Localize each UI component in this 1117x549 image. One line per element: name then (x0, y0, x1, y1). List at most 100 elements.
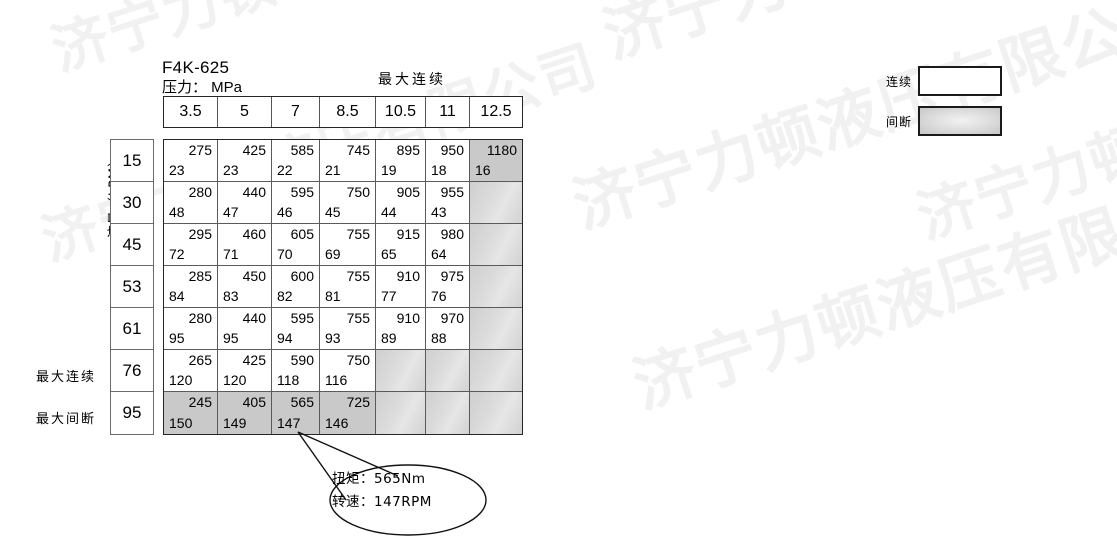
cell-torque-value: 915 (396, 226, 420, 242)
cell-speed-value: 64 (431, 246, 447, 262)
cell-torque-value: 955 (440, 184, 464, 200)
cell-torque-value: 600 (290, 268, 314, 284)
cell-torque-value: 1180 (486, 142, 517, 158)
cell-torque-value: 970 (440, 310, 464, 326)
cell-speed-value: 19 (381, 162, 397, 178)
cell-torque-value: 450 (242, 268, 266, 284)
table-row: 285 84 450 83 600 82 755 81 910 77 975 76 (164, 266, 522, 308)
cell-speed-value: 22 (277, 162, 293, 178)
cell-torque-value: 750 (346, 184, 370, 200)
data-cell: 440 47 (218, 182, 272, 224)
table-row: 265 120 425 120 590 118 750 116 (164, 350, 522, 392)
data-cell: 970 88 (426, 308, 470, 350)
data-cell (376, 392, 426, 434)
cell-torque-value: 285 (188, 268, 212, 284)
cell-speed-value: 23 (223, 162, 239, 178)
cell-speed-value: 23 (169, 162, 185, 178)
cell-speed-value: 45 (325, 204, 341, 220)
data-cell: 950 18 (426, 140, 470, 182)
cell-speed-value: 84 (169, 288, 185, 304)
cell-torque-value: 910 (396, 310, 420, 326)
cell-speed-value: 77 (381, 288, 397, 304)
legend-item-label: 连续 (886, 74, 913, 89)
cell-speed-value: 46 (277, 204, 293, 220)
cell-torque-value: 275 (188, 142, 212, 158)
table-row: 275 23 425 23 585 22 745 21 895 19 950 18 1180 16 (164, 140, 522, 182)
callout-torque-line: 扭矩：565Nm (332, 471, 426, 487)
legend-item: 连续 (886, 66, 1002, 96)
cell-torque-value: 910 (396, 268, 420, 284)
data-cell: 1180 16 (470, 140, 522, 182)
data-cell: 265 120 (164, 350, 218, 392)
cell-torque-value: 895 (396, 142, 420, 158)
cell-torque-value: 725 (346, 394, 370, 410)
pressure-header-cell: 3.5 (164, 97, 218, 127)
data-cell: 280 48 (164, 182, 218, 224)
cell-speed-value: 116 (325, 372, 348, 388)
cell-speed-value: 72 (169, 246, 185, 262)
model-name: F4K-625 (162, 58, 230, 77)
data-cell: 450 83 (218, 266, 272, 308)
cell-speed-value: 93 (325, 330, 341, 346)
flow-row-header-column: 15 30 45 53 61 76 95 (110, 139, 154, 435)
data-cell (470, 266, 522, 308)
torque-speed-data-grid: 275 23 425 23 585 22 745 21 895 19 950 18 1180 16 280 4… (163, 139, 523, 435)
data-cell: 915 65 (376, 224, 426, 266)
flow-row-header-cell: 53 (111, 266, 153, 308)
cell-torque-value: 265 (188, 352, 212, 368)
cell-speed-value: 149 (223, 415, 247, 431)
cell-torque-value: 980 (440, 226, 464, 242)
data-cell: 745 21 (320, 140, 376, 182)
data-cell: 460 71 (218, 224, 272, 266)
pressure-header-cell: 12.5 (470, 97, 522, 127)
data-cell (470, 350, 522, 392)
cell-torque-value: 295 (188, 226, 212, 242)
data-cell (470, 182, 522, 224)
data-cell (376, 350, 426, 392)
data-cell: 895 19 (376, 140, 426, 182)
cell-torque-value: 590 (290, 352, 314, 368)
cell-torque-value: 905 (396, 184, 420, 200)
cell-speed-value: 89 (381, 330, 397, 346)
max-continuous-column-marker: 最大连续 (378, 72, 446, 88)
cell-speed-value: 44 (381, 204, 397, 220)
cell-torque-value: 440 (242, 184, 266, 200)
flow-row-header-cell: 76 (111, 350, 153, 392)
cell-speed-value: 95 (223, 330, 239, 346)
flow-row-header-cell: 15 (111, 140, 153, 182)
flow-row-header-cell: 30 (111, 182, 153, 224)
data-cell: 590 118 (272, 350, 320, 392)
cell-speed-value: 81 (325, 288, 341, 304)
cell-torque-value: 565 (290, 394, 314, 410)
data-cell: 980 64 (426, 224, 470, 266)
data-cell: 405 149 (218, 392, 272, 434)
pressure-header-cell: 8.5 (320, 97, 376, 127)
cell-torque-value: 755 (346, 268, 370, 284)
legend-swatch-continuous (918, 66, 1002, 96)
legend: 连续 间断 (886, 66, 1002, 146)
cell-speed-value: 69 (325, 246, 341, 262)
pressure-header-cell: 7 (272, 97, 320, 127)
cell-torque-value: 460 (242, 226, 266, 242)
cell-torque-value: 280 (188, 184, 212, 200)
cell-speed-value: 147 (277, 415, 301, 431)
data-cell: 905 44 (376, 182, 426, 224)
cell-speed-value: 71 (223, 246, 239, 262)
table-row: 280 48 440 47 595 46 750 45 905 44 955 43 (164, 182, 522, 224)
cell-torque-value: 975 (440, 268, 464, 284)
data-cell: 245 150 (164, 392, 218, 434)
cell-speed-value: 120 (169, 372, 193, 388)
row-note-max-continuous: 最大连续 (36, 370, 97, 385)
data-cell: 600 82 (272, 266, 320, 308)
data-cell: 280 95 (164, 308, 218, 350)
cell-speed-value: 118 (277, 372, 300, 388)
cell-speed-value: 16 (475, 162, 491, 178)
legend-item-label: 间断 (886, 114, 913, 129)
table-row: 295 72 460 71 605 70 755 69 915 65 980 64 (164, 224, 522, 266)
data-cell: 440 95 (218, 308, 272, 350)
cell-speed-value: 95 (169, 330, 185, 346)
row-note-max-intermittent: 最大间断 (36, 412, 97, 427)
data-cell: 425 120 (218, 350, 272, 392)
cell-speed-value: 82 (277, 288, 293, 304)
data-cell (470, 224, 522, 266)
